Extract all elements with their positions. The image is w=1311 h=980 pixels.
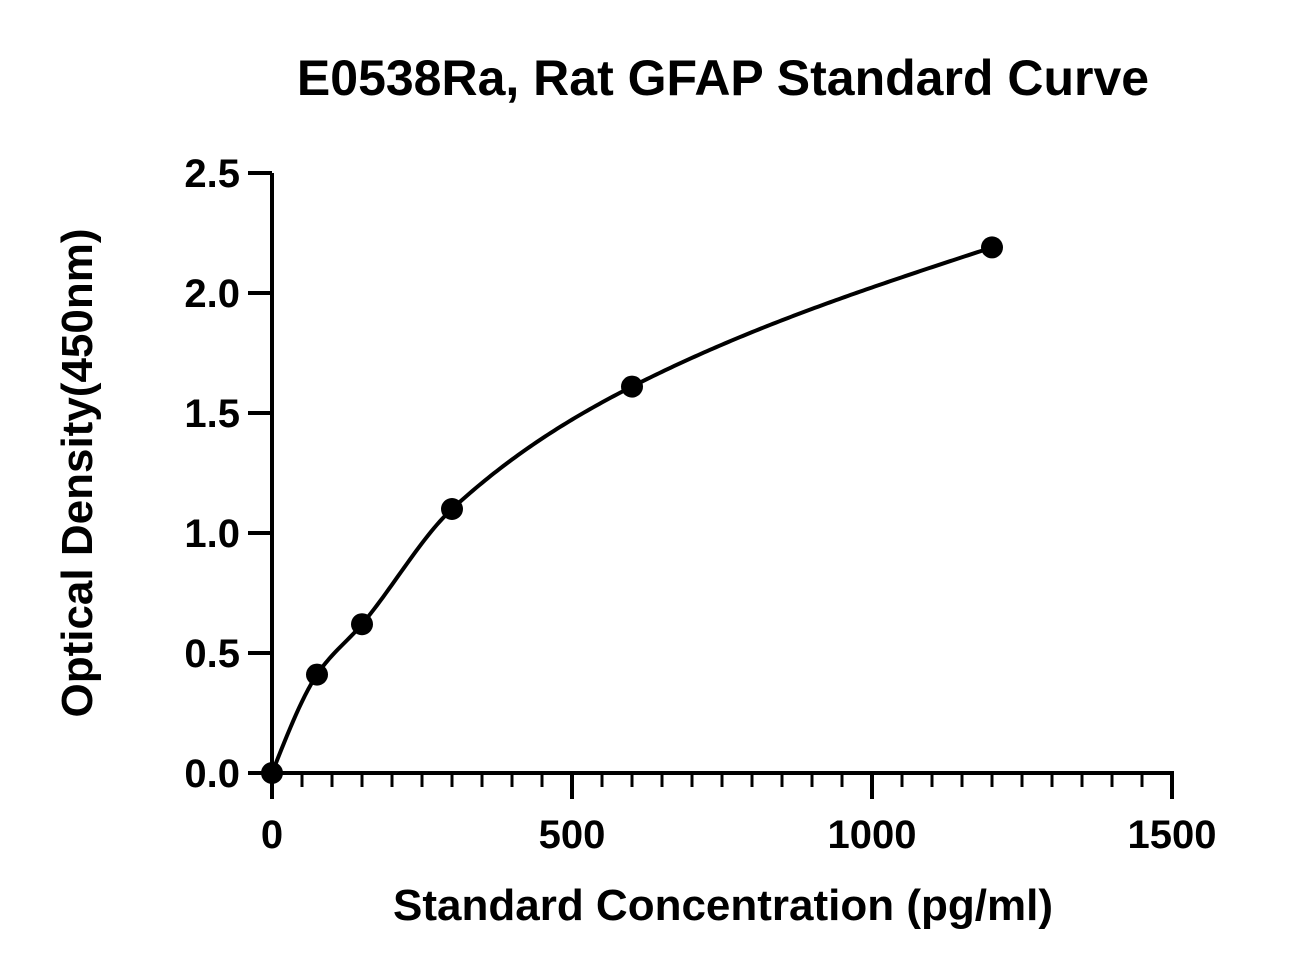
x-tick-label: 0 xyxy=(261,813,283,857)
y-axis-label: Optical Density(450nm) xyxy=(53,228,102,717)
y-tick-label: 1.0 xyxy=(184,512,240,556)
axes: 0.0 0.5 1.0 1.5 2.0 2.5 0 500 1000 1500 xyxy=(184,152,1216,857)
data-point xyxy=(351,613,373,636)
data-point xyxy=(441,498,463,520)
data-points-layer xyxy=(261,236,1003,784)
y-tick-label: 0.0 xyxy=(184,752,240,796)
data-point xyxy=(981,236,1003,259)
data-point xyxy=(261,762,283,784)
chart-title: E0538Ra, Rat GFAP Standard Curve xyxy=(297,50,1149,106)
y-tick-label: 2.5 xyxy=(184,152,240,196)
data-point xyxy=(306,663,328,686)
y-tick-label: 0.5 xyxy=(184,632,240,676)
fit-curve xyxy=(270,245,994,775)
y-tick-label: 1.5 xyxy=(184,392,240,436)
data-point xyxy=(621,375,643,398)
fit-curve-layer xyxy=(270,245,994,775)
x-tick-label: 1500 xyxy=(1128,813,1217,857)
x-tick-label: 1000 xyxy=(828,813,917,857)
x-axis-label: Standard Concentration (pg/ml) xyxy=(393,881,1053,930)
y-tick-label: 2.0 xyxy=(184,272,240,316)
x-tick-label: 500 xyxy=(539,813,606,857)
